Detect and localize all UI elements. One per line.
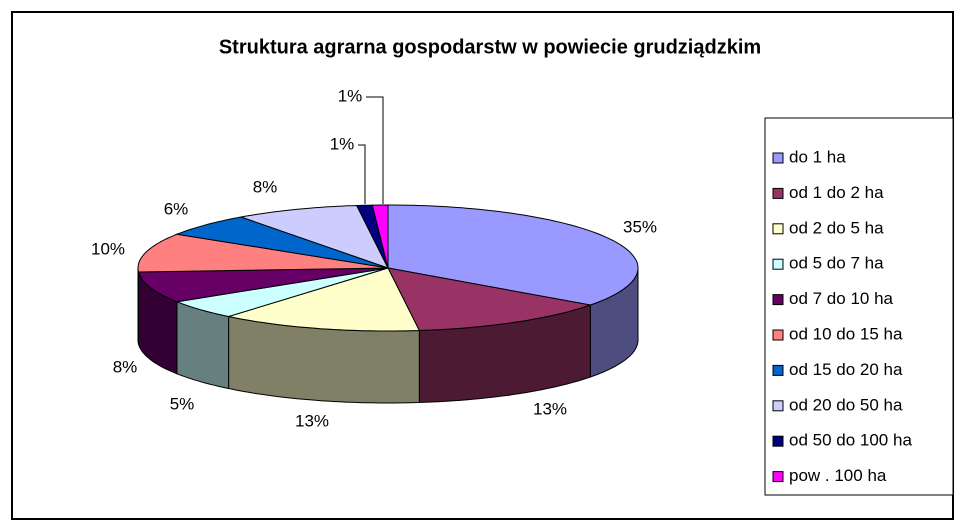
slice: [174, 216, 389, 269]
legend-label: od 20 do 50 ha: [789, 395, 903, 414]
legend-label: od 7 do 10 ha: [789, 289, 894, 308]
slice-side: [137, 268, 139, 345]
data-label: 8%: [253, 177, 278, 196]
legend-swatch: [772, 223, 784, 235]
legend-swatch: [772, 187, 784, 199]
data-label: 13%: [533, 399, 567, 418]
data-label: 13%: [295, 411, 329, 430]
chart-title: Struktura agrarna gospodarstw w powiecie…: [219, 36, 761, 58]
legend-label: od 5 do 7 ha: [789, 254, 884, 273]
data-label: 5%: [170, 394, 195, 413]
data-label: 6%: [164, 199, 189, 218]
legend-swatch: [772, 364, 784, 376]
legend-label: pow . 100 ha: [789, 466, 887, 485]
slice: [387, 267, 591, 332]
legend-label: od 50 do 100 ha: [789, 431, 912, 450]
legend-label: od 15 do 20 ha: [789, 360, 903, 379]
slice: [387, 204, 639, 306]
data-label: 8%: [113, 357, 138, 376]
slice: [239, 204, 389, 269]
slice: [137, 267, 389, 303]
legend-label: od 2 do 5 ha: [789, 218, 884, 237]
legend-swatch: [772, 471, 784, 483]
leader-line: [366, 96, 384, 204]
slice: [371, 204, 389, 269]
data-label: 1%: [330, 134, 355, 153]
legend-box: [764, 117, 954, 496]
legend-label: od 1 do 2 ha: [789, 183, 884, 202]
legend-label: od 10 do 15 ha: [789, 324, 903, 343]
leader-line: [358, 144, 366, 204]
slice: [174, 267, 389, 318]
legend-swatch: [772, 329, 784, 341]
data-label: 10%: [91, 239, 125, 258]
legend-swatch: [772, 400, 784, 412]
slice: [228, 267, 421, 332]
data-label: 1%: [338, 86, 363, 105]
legend-swatch: [772, 258, 784, 270]
slice: [137, 233, 389, 273]
data-label: 35%: [623, 217, 657, 236]
legend-swatch: [772, 294, 784, 306]
legend-label: do 1 ha: [789, 147, 846, 166]
legend-swatch: [772, 435, 784, 447]
legend-swatch: [772, 152, 784, 164]
